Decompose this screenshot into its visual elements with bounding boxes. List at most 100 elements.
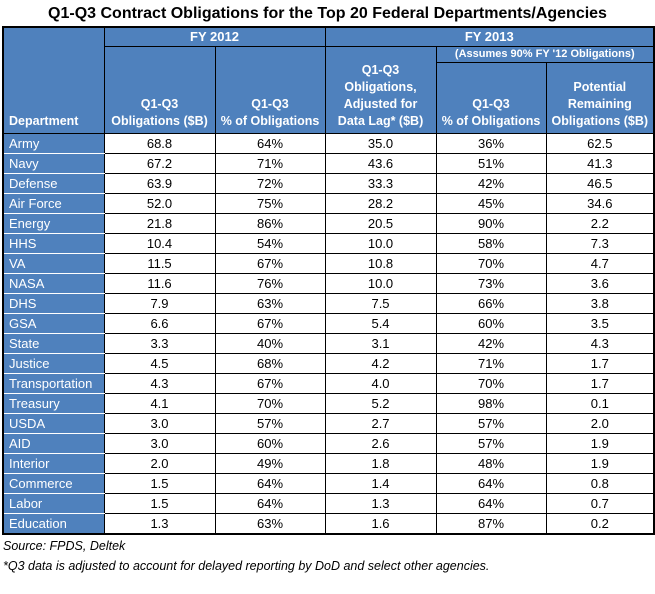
table-row: Treasury 4.1 70% 5.2 98% 0.1 (2, 392, 655, 414)
value-cell-pct-2012: 64% (214, 472, 326, 494)
department-cell: Interior (2, 452, 105, 474)
value-cell-obligations-2012: 3.0 (103, 412, 216, 434)
col-group-fy2012: FY 2012 (103, 26, 326, 47)
value-cell-pct-2013: 64% (435, 492, 547, 514)
value-cell-potential-remaining: 46.5 (545, 172, 655, 194)
value-cell-pct-2013: 60% (435, 312, 547, 334)
header-row-note: Q1-Q3 Obligations ($B) Q1-Q3 % of Obliga… (3, 45, 655, 134)
department-cell: NASA (2, 272, 105, 294)
value-cell-obligations-2013-adjusted: 1.4 (324, 472, 437, 494)
value-cell-obligations-2012: 10.4 (103, 232, 216, 254)
value-cell-obligations-2012: 3.0 (103, 432, 216, 454)
table-row: Air Force 52.0 75% 28.2 45% 34.6 (2, 192, 655, 214)
value-cell-obligations-2013-adjusted: 1.6 (324, 512, 437, 534)
value-cell-potential-remaining: 1.9 (545, 452, 655, 474)
source-note: Source: FPDS, Deltek (3, 538, 126, 553)
department-cell: Navy (2, 152, 105, 174)
value-cell-potential-remaining: 3.8 (545, 292, 655, 314)
value-cell-pct-2012: 57% (214, 412, 326, 434)
value-cell-potential-remaining: 1.7 (545, 352, 655, 374)
value-cell-obligations-2012: 3.3 (103, 332, 216, 354)
value-cell-obligations-2013-adjusted: 4.2 (324, 352, 437, 374)
department-cell: State (2, 332, 105, 354)
department-cell: Army (2, 132, 105, 154)
value-cell-pct-2012: 70% (214, 392, 326, 414)
value-cell-pct-2013: 71% (435, 352, 547, 374)
value-cell-obligations-2013-adjusted: 2.7 (324, 412, 437, 434)
department-cell: Defense (2, 172, 105, 194)
table-row: Navy 67.2 71% 43.6 51% 41.3 (2, 152, 655, 174)
table-header: Department FY 2012 FY 2013 Q1-Q3 Obligat… (2, 26, 655, 134)
value-cell-pct-2012: 75% (214, 192, 326, 214)
department-cell: Justice (2, 352, 105, 374)
value-cell-obligations-2013-adjusted: 28.2 (324, 192, 437, 214)
table-row: Transportation 4.3 67% 4.0 70% 1.7 (2, 372, 655, 394)
table-body: Army 68.8 64% 35.0 36% 62.5 Navy 67.2 71… (2, 132, 655, 535)
value-cell-obligations-2013-adjusted: 10.8 (324, 252, 437, 274)
table-row: Army 68.8 64% 35.0 36% 62.5 (2, 132, 655, 154)
table-row: AID 3.0 60% 2.6 57% 1.9 (2, 432, 655, 454)
value-cell-potential-remaining: 34.6 (545, 192, 655, 214)
table-row: Interior 2.0 49% 1.8 48% 1.9 (2, 452, 655, 474)
value-cell-pct-2013: 64% (435, 472, 547, 494)
table-row: VA 11.5 67% 10.8 70% 4.7 (2, 252, 655, 274)
value-cell-pct-2012: 63% (214, 512, 326, 534)
value-cell-obligations-2012: 11.6 (103, 272, 216, 294)
value-cell-obligations-2013-adjusted: 1.8 (324, 452, 437, 474)
value-cell-pct-2013: 42% (435, 332, 547, 354)
value-cell-pct-2013: 66% (435, 292, 547, 314)
value-cell-obligations-2012: 6.6 (103, 312, 216, 334)
value-cell-pct-2012: 64% (214, 492, 326, 514)
value-cell-pct-2012: 54% (214, 232, 326, 254)
value-cell-obligations-2012: 68.8 (103, 132, 216, 154)
value-cell-potential-remaining: 0.7 (545, 492, 655, 514)
value-cell-pct-2013: 51% (435, 152, 547, 174)
value-cell-obligations-2013-adjusted: 10.0 (324, 232, 437, 254)
table-row: Education 1.3 63% 1.6 87% 0.2 (2, 512, 655, 535)
value-cell-obligations-2012: 11.5 (103, 252, 216, 274)
value-cell-obligations-2012: 52.0 (103, 192, 216, 214)
value-cell-obligations-2013-adjusted: 4.0 (324, 372, 437, 394)
table-row: DHS 7.9 63% 7.5 66% 3.8 (2, 292, 655, 314)
department-cell: Transportation (2, 372, 105, 394)
value-cell-potential-remaining: 7.3 (545, 232, 655, 254)
value-cell-obligations-2013-adjusted: 33.3 (324, 172, 437, 194)
value-cell-obligations-2012: 1.5 (103, 492, 216, 514)
value-cell-potential-remaining: 4.3 (545, 332, 655, 354)
department-cell: Air Force (2, 192, 105, 214)
col-header-pct-2013: Q1-Q3 % of Obligations (435, 61, 547, 134)
value-cell-pct-2013: 98% (435, 392, 547, 414)
department-cell: Education (2, 512, 105, 535)
value-cell-potential-remaining: 0.2 (545, 512, 655, 534)
department-cell: Energy (2, 212, 105, 234)
value-cell-obligations-2013-adjusted: 10.0 (324, 272, 437, 294)
value-cell-obligations-2012: 63.9 (103, 172, 216, 194)
value-cell-pct-2012: 67% (214, 252, 326, 274)
value-cell-potential-remaining: 1.9 (545, 432, 655, 454)
value-cell-pct-2012: 67% (214, 372, 326, 394)
col-header-potential-remaining: Potential Remaining Obligations ($B) (545, 61, 655, 134)
department-cell: Commerce (2, 472, 105, 494)
table-row: NASA 11.6 76% 10.0 73% 3.6 (2, 272, 655, 294)
value-cell-obligations-2013-adjusted: 43.6 (324, 152, 437, 174)
value-cell-obligations-2013-adjusted: 5.2 (324, 392, 437, 414)
table-row: Energy 21.8 86% 20.5 90% 2.2 (2, 212, 655, 234)
header-row-fy: Department FY 2012 FY 2013 (2, 26, 655, 134)
value-cell-pct-2013: 73% (435, 272, 547, 294)
department-cell: VA (2, 252, 105, 274)
value-cell-pct-2013: 57% (435, 432, 547, 454)
value-cell-potential-remaining: 3.5 (545, 312, 655, 334)
value-cell-pct-2012: 76% (214, 272, 326, 294)
department-cell: GSA (2, 312, 105, 334)
value-cell-pct-2013: 58% (435, 232, 547, 254)
value-cell-potential-remaining: 62.5 (545, 132, 655, 154)
value-cell-pct-2013: 57% (435, 412, 547, 434)
value-cell-pct-2012: 68% (214, 352, 326, 374)
value-cell-obligations-2013-adjusted: 5.4 (324, 312, 437, 334)
footnote: *Q3 data is adjusted to account for dela… (3, 558, 490, 573)
obligations-table: Department FY 2012 FY 2013 Q1-Q3 Obligat… (2, 26, 655, 535)
value-cell-obligations-2012: 4.1 (103, 392, 216, 414)
value-cell-obligations-2012: 4.5 (103, 352, 216, 374)
col-header-obligations-2013-adjusted: Q1-Q3 Obligations, Adjusted for Data Lag… (324, 45, 437, 134)
value-cell-obligations-2012: 1.3 (103, 512, 216, 534)
